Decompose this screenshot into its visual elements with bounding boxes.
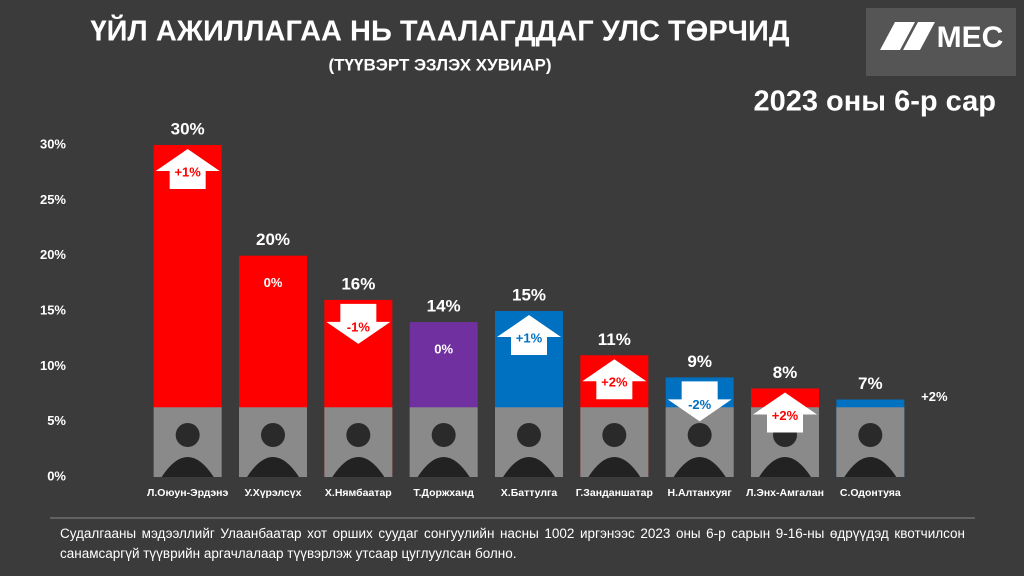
- photo-head: [517, 423, 541, 447]
- change-arrow: [753, 392, 817, 433]
- y-tick-label: 10%: [40, 358, 66, 373]
- photo-head: [858, 423, 883, 447]
- change-label: -2%: [688, 397, 712, 412]
- y-tick-label: 15%: [40, 302, 66, 317]
- change-label: -1%: [347, 319, 371, 334]
- photo-head: [261, 423, 285, 447]
- y-tick-label: 5%: [47, 413, 66, 428]
- y-tick-label: 25%: [40, 192, 66, 207]
- photo-head: [687, 423, 712, 447]
- photo-body: [161, 457, 214, 477]
- x-tick-label: Л.Энх-Амгалан: [746, 487, 824, 499]
- logo-icon: [880, 22, 935, 50]
- photo-head: [602, 423, 627, 447]
- change-arrow: [497, 315, 561, 355]
- logo-text: MEC: [937, 21, 1004, 54]
- change-label: +2%: [772, 408, 799, 423]
- period: 2023 оны 6-р сар: [753, 86, 996, 118]
- value-label: 16%: [341, 274, 375, 293]
- x-tick-label: Т.Доржханд: [413, 487, 474, 499]
- photo-body: [247, 457, 299, 477]
- value-label: 20%: [256, 230, 290, 249]
- chart-title: ҮЙЛ АЖИЛЛАГАА НЬ ТААЛАГДДАГ УЛС ТӨРЧИД: [90, 14, 789, 48]
- photo-body: [844, 457, 897, 477]
- x-tick-label: Г.Занданшатар: [576, 487, 653, 499]
- y-tick-label: 0%: [47, 468, 66, 483]
- x-tick-label: Х.Нямбаатар: [325, 487, 392, 499]
- change-label: +1%: [516, 330, 543, 345]
- photo-body: [588, 457, 641, 477]
- value-label: 11%: [598, 330, 631, 349]
- photo-body: [759, 457, 811, 477]
- y-tick-label: 30%: [40, 136, 66, 151]
- value-label: 15%: [512, 285, 546, 304]
- change-label: +1%: [174, 164, 201, 179]
- value-label: 9%: [687, 352, 712, 371]
- change-label: 0%: [434, 342, 453, 357]
- value-label: 30%: [171, 119, 205, 138]
- y-tick-label: 20%: [40, 247, 66, 262]
- change-arrow: [582, 359, 647, 400]
- x-tick-label: Л.Оюун-Эрдэнэ: [147, 487, 229, 499]
- change-label: 0%: [264, 275, 283, 290]
- x-tick-label: С.Одонтуяа: [840, 487, 901, 499]
- photo-body: [673, 457, 726, 477]
- change-label: +2%: [601, 375, 628, 390]
- x-tick-label: Н.Алтанхуяг: [668, 487, 733, 499]
- value-label: 14%: [427, 297, 461, 316]
- photo-body: [417, 457, 470, 477]
- change-arrow: [155, 149, 220, 189]
- change-arrow: [667, 381, 732, 422]
- photo-head: [346, 423, 371, 447]
- value-label: 8%: [773, 363, 798, 382]
- photo-head: [431, 423, 456, 447]
- photo-body: [332, 457, 385, 477]
- value-label: 7%: [858, 374, 883, 393]
- x-tick-label: У.Хүрэлсүх: [245, 487, 302, 499]
- change-arrow: [326, 303, 391, 344]
- chart-subtitle: (ТҮҮВЭРТ ЭЗЛЭХ ХУВИАР): [329, 55, 552, 74]
- footnote: Судалгааны мэдээллийг Улаанбаатар хот ор…: [60, 526, 965, 561]
- photo-head: [175, 423, 200, 447]
- logo: MEC: [866, 8, 1016, 76]
- change-label: +2%: [921, 389, 948, 404]
- photo-body: [503, 457, 555, 477]
- x-tick-label: Х.Баттулга: [501, 487, 558, 499]
